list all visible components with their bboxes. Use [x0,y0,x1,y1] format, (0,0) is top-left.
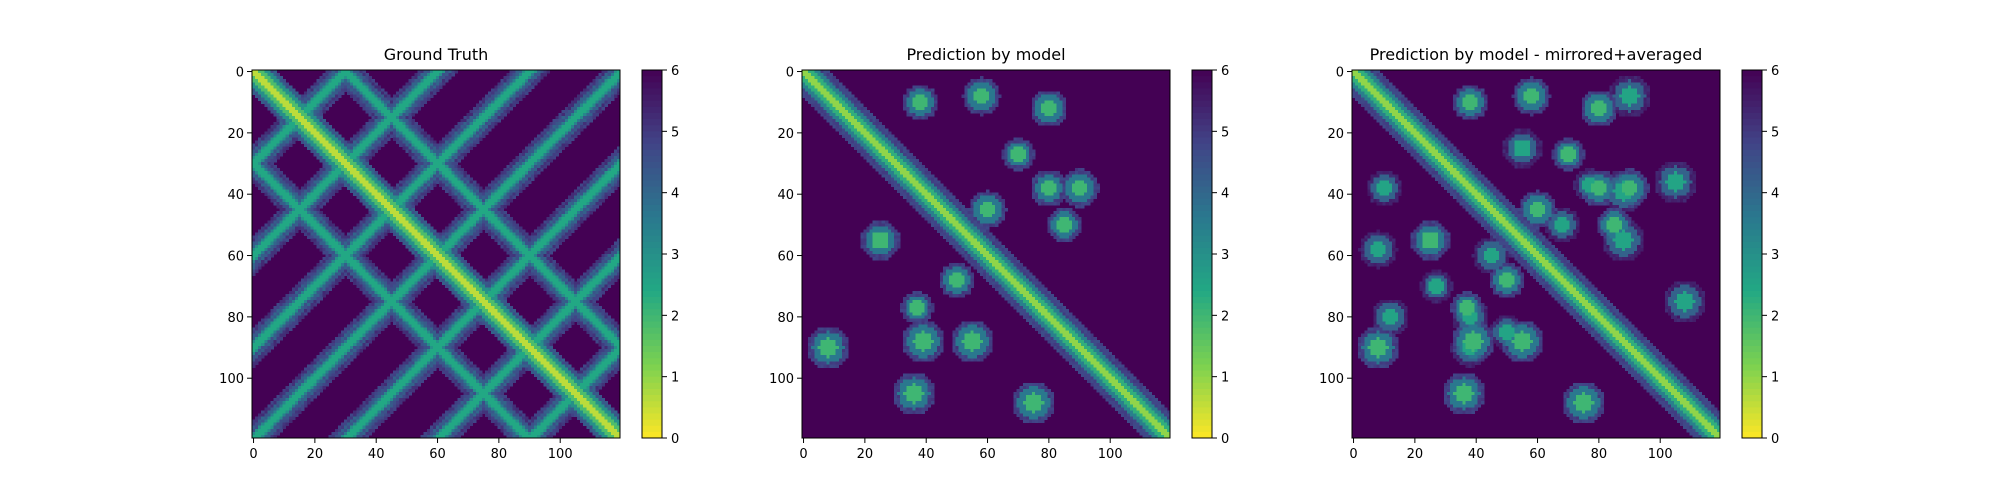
x-tick-label: 0 [249,447,257,462]
y-tick-label: 40 [777,188,794,203]
y-tick-label: 100 [219,372,244,387]
y-tick-label: 60 [227,250,244,265]
x-tick-label: 60 [429,447,446,462]
y-tick-label: 0 [1336,66,1344,81]
colorbar-tick-label: 2 [1771,309,1779,324]
colorbar: 0 1 2 3 4 5 6 [641,64,679,447]
x-tick-label: 20 [307,447,324,462]
x-tick-label: 20 [1407,447,1424,462]
colorbar-tick-label: 5 [671,125,679,140]
y-tick-label: 60 [1327,250,1344,265]
heatmap-cells [1352,70,1721,439]
colorbar-tick-label: 1 [1771,371,1779,386]
colorbar-tick-label: 0 [1771,432,1779,447]
colorbar-tick-label: 6 [1221,64,1229,79]
y-tick-label: 0 [786,66,794,81]
heatmap-panel-1: Ground Truth 0 20 40 60 80 100 0 20 40 60 80 100 0 1 2 3… [219,45,679,462]
colorbar-tick-label: 6 [671,64,679,79]
axes-frame [1351,69,1721,439]
axes-frame [251,69,621,439]
x-tick-label: 80 [1041,447,1058,462]
heatmap-cells [252,70,621,439]
x-tick-label: 80 [491,447,508,462]
colorbar-tick-label: 6 [1771,64,1779,79]
panel-title: Prediction by model [906,45,1065,64]
colorbar-tick-label: 4 [671,187,679,202]
panel-title: Ground Truth [384,45,489,64]
x-tick-label: 20 [857,447,874,462]
colorbar-tick-label: 1 [671,371,679,386]
colorbar-tick-label: 0 [671,432,679,447]
heatmap-cells [802,70,1171,439]
x-tick-label: 0 [1349,447,1357,462]
x-tick-label: 100 [1098,447,1123,462]
axes-frame [801,69,1171,439]
colorbar-tick-label: 2 [1221,309,1229,324]
colorbar: 0 1 2 3 4 5 6 [1741,64,1779,447]
y-tick-label: 20 [777,127,794,142]
panel-title: Prediction by model - mirrored+averaged [1370,45,1703,64]
x-tick-label: 80 [1591,447,1608,462]
colorbar-tick-label: 5 [1771,125,1779,140]
y-tick-label: 80 [777,311,794,326]
colorbar: 0 1 2 3 4 5 6 [1191,64,1229,447]
colorbar-tick-label: 0 [1221,432,1229,447]
colorbar-tick-label: 5 [1221,125,1229,140]
y-tick-label: 20 [227,127,244,142]
y-tick-label: 60 [777,250,794,265]
y-tick-label: 40 [1327,188,1344,203]
x-tick-label: 40 [1468,447,1485,462]
colorbar-tick-label: 4 [1771,187,1779,202]
x-tick-label: 100 [1648,447,1673,462]
y-tick-label: 80 [1327,311,1344,326]
y-tick-label: 100 [1319,372,1344,387]
x-tick-label: 60 [979,447,996,462]
y-tick-label: 40 [227,188,244,203]
colorbar-tick-label: 1 [1221,371,1229,386]
heatmap-panel-3: Prediction by model - mirrored+averaged 0… [1319,45,1779,462]
colorbar-tick-label: 4 [1221,187,1229,202]
colorbar-tick-label: 3 [671,248,679,263]
y-tick-label: 20 [1327,127,1344,142]
x-tick-label: 0 [799,447,807,462]
colorbar-tick-label: 3 [1771,248,1779,263]
colorbar-tick-label: 2 [671,309,679,324]
y-tick-label: 100 [769,372,794,387]
x-tick-label: 60 [1529,447,1546,462]
x-tick-label: 40 [368,447,385,462]
x-tick-label: 40 [918,447,935,462]
x-tick-label: 100 [548,447,573,462]
y-tick-label: 0 [236,66,244,81]
y-tick-label: 80 [227,311,244,326]
colorbar-tick-label: 3 [1221,248,1229,263]
